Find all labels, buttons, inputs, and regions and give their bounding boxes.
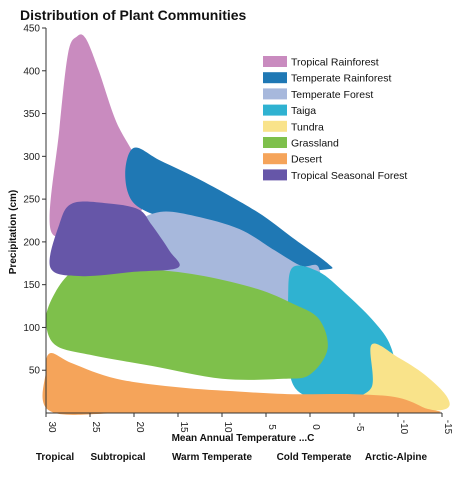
legend-label: Temperate Forest [291, 89, 373, 101]
legend-swatch [263, 153, 287, 165]
y-tick-label: 350 [23, 109, 40, 120]
chart-title: Distribution of Plant Communities [20, 7, 247, 23]
legend-swatch [263, 56, 287, 67]
y-tick-label: 250 [23, 195, 40, 206]
x-tick-label: -15 [442, 420, 453, 435]
x-tick-label: 10 [222, 421, 233, 433]
legend-label: Grassland [291, 138, 339, 150]
legend-label: Temperate Rainforest [291, 73, 391, 85]
x-tick-label: 25 [90, 421, 101, 433]
region-desert [42, 352, 441, 415]
legend-label: Desert [291, 154, 322, 166]
x-tick-label: 5 [266, 424, 277, 430]
zone-label: Warm Temperate [172, 452, 252, 463]
legend: Tropical Rainforest Temperate Rainforest T… [263, 56, 407, 182]
y-tick-label: 300 [23, 152, 40, 163]
x-tick-label: 0 [310, 424, 321, 430]
y-tick-label: 50 [29, 366, 41, 377]
y-tick-label: 200 [23, 237, 40, 248]
region-tropical-seasonal-forest [49, 201, 180, 277]
legend-swatch [263, 120, 287, 132]
x-tick-label: -10 [398, 420, 409, 435]
legend-swatch [263, 137, 287, 148]
x-tick-label: 30 [46, 421, 57, 433]
y-tick-label: 100 [23, 323, 40, 334]
region-temperate-rainforest [125, 147, 333, 271]
zone-label: Subtropical [90, 452, 145, 463]
regions-layer [42, 34, 450, 415]
y-tick-label: 450 [23, 24, 40, 35]
legend-swatch [263, 104, 287, 116]
region-tropical-rainforest [49, 34, 145, 237]
zone-label: Cold Temperate [277, 452, 352, 463]
region-grassland [46, 265, 328, 380]
legend-swatch [263, 88, 287, 100]
y-tick-label: 150 [23, 280, 40, 291]
x-tick-label: 15 [178, 421, 189, 433]
y-axis-label: Precipitation (cm) [8, 190, 19, 274]
legend-swatch [263, 72, 287, 84]
legend-label: Tundra [291, 121, 324, 133]
climate-zone-labels: Tropical Subtropical Warm Temperate Cold Te… [36, 452, 428, 463]
legend-label: Tropical Seasonal Forest [291, 170, 407, 182]
zone-label: Arctic-Alpine [365, 452, 428, 463]
legend-label: Taiga [291, 105, 316, 117]
zone-label: Tropical [36, 452, 75, 463]
y-tick-label: 400 [23, 66, 40, 77]
x-tick-label: 20 [134, 421, 145, 433]
legend-swatch [263, 169, 287, 181]
x-tick-label: -5 [354, 423, 365, 432]
region-tundra [345, 343, 450, 411]
x-axis-label: Mean Annual Temperature ...C [172, 433, 315, 444]
legend-label: Tropical Rainforest [291, 57, 379, 69]
